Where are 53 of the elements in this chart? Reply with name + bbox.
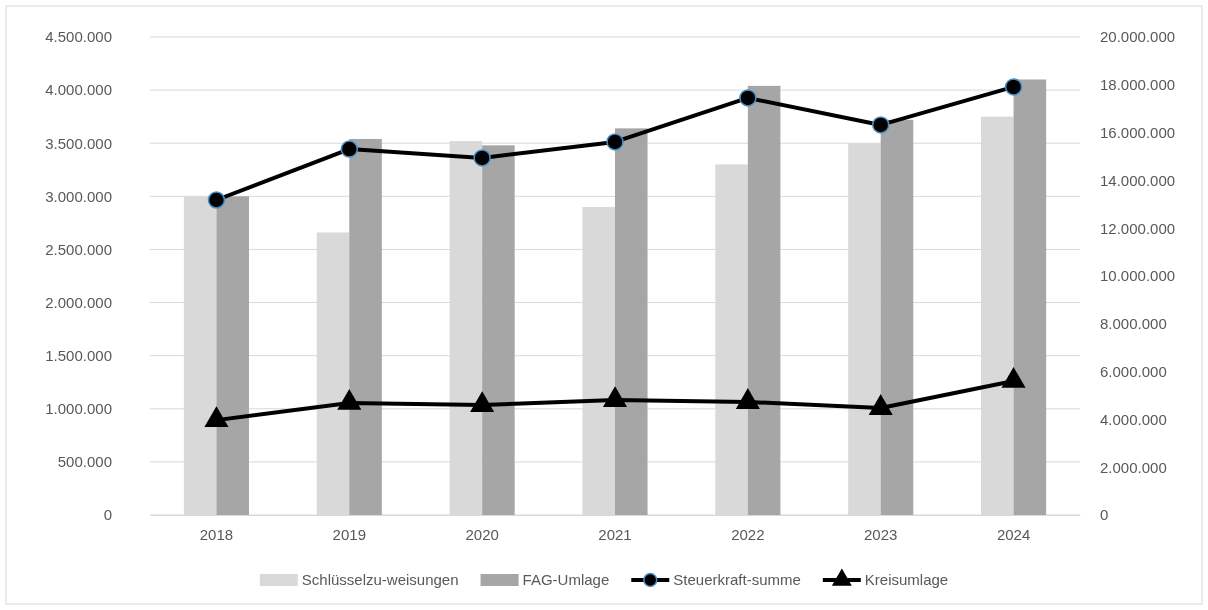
y2-tick-label: 0 bbox=[1100, 506, 1109, 524]
y-tick-label: 1.500.000 bbox=[45, 346, 112, 364]
point bbox=[736, 388, 760, 409]
y-tick-label: 3.000.000 bbox=[45, 187, 112, 205]
y-tick-label: 2.000.000 bbox=[45, 293, 112, 311]
y-tick-label: 4.000.000 bbox=[45, 81, 112, 99]
y-tick-label: 0 bbox=[103, 506, 112, 524]
point bbox=[606, 133, 624, 151]
y-tick-label: 1.000.000 bbox=[45, 400, 112, 418]
point bbox=[470, 391, 494, 413]
point bbox=[739, 89, 757, 107]
point bbox=[869, 394, 893, 415]
y2-tick-label: 20.000.000 bbox=[1100, 28, 1176, 46]
bar bbox=[482, 145, 515, 515]
y-tick-label: 2.500.000 bbox=[45, 240, 112, 258]
point bbox=[207, 191, 226, 209]
legend-label: FAG-Umlage bbox=[522, 571, 610, 588]
point bbox=[1002, 367, 1026, 388]
legend-label: Schlüsselzu-weisungen bbox=[301, 571, 459, 588]
x-tick-label: 2024 bbox=[996, 525, 1031, 543]
bar bbox=[1013, 79, 1047, 515]
bar bbox=[880, 119, 914, 515]
x-tick-label: 2019 bbox=[332, 525, 366, 543]
y2-tick-label: 12.000.000 bbox=[1100, 219, 1176, 237]
point bbox=[871, 116, 890, 134]
bar bbox=[615, 128, 648, 515]
y2-tick-label: 16.000.000 bbox=[1100, 123, 1176, 141]
point bbox=[1004, 78, 1023, 96]
y-tick-label: 500.000 bbox=[57, 453, 112, 471]
y2-tick-label: 2.000.000 bbox=[1100, 458, 1167, 476]
point bbox=[603, 386, 627, 407]
point bbox=[473, 149, 491, 167]
y2-tick-label: 8.000.000 bbox=[1100, 315, 1167, 333]
x-tick-label: 2018 bbox=[199, 525, 234, 543]
bar bbox=[216, 196, 249, 515]
x-tick-label: 2022 bbox=[731, 525, 765, 543]
y-tick-label: 4.500.000 bbox=[45, 28, 112, 46]
x-tick-label: 2023 bbox=[864, 525, 898, 543]
y2-tick-label: 6.000.000 bbox=[1100, 362, 1167, 380]
point bbox=[340, 140, 359, 158]
bar bbox=[349, 138, 382, 515]
point bbox=[204, 406, 228, 428]
x-tick-label: 2020 bbox=[465, 525, 499, 543]
point bbox=[337, 389, 361, 410]
y2-tick-label: 4.000.000 bbox=[1100, 410, 1167, 428]
x-tick-label: 2021 bbox=[598, 525, 632, 543]
legend-label: Steuerkraft-summe bbox=[673, 571, 801, 588]
y2-tick-label: 18.000.000 bbox=[1100, 76, 1176, 94]
bar bbox=[747, 85, 781, 515]
y-tick-label: 3.500.000 bbox=[45, 134, 112, 152]
legend-label: Kreisumlage bbox=[864, 571, 949, 588]
y2-tick-label: 14.000.000 bbox=[1100, 171, 1176, 189]
y2-tick-label: 10.000.000 bbox=[1100, 267, 1176, 285]
